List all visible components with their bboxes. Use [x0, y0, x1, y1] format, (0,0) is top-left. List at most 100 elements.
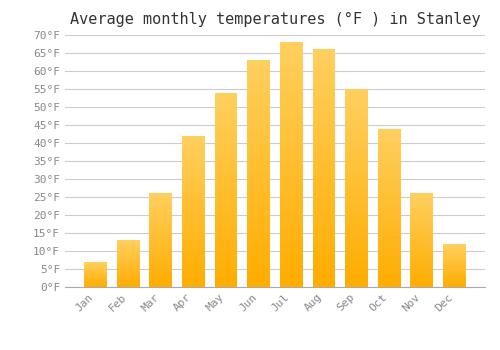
Bar	[150, 278, 172, 280]
Bar	[345, 176, 368, 180]
Bar	[84, 284, 107, 285]
Bar	[116, 244, 140, 245]
Bar	[150, 194, 172, 287]
Bar	[182, 217, 205, 220]
Bar	[248, 155, 270, 160]
Bar	[345, 232, 368, 236]
Bar	[248, 88, 270, 92]
Bar	[280, 62, 302, 67]
Bar	[378, 179, 400, 182]
Bar	[410, 240, 434, 242]
Bar	[214, 170, 238, 174]
Bar	[150, 253, 172, 255]
Bar	[214, 283, 238, 287]
Bar	[345, 136, 368, 140]
Bar	[443, 254, 466, 255]
Bar	[182, 251, 205, 254]
Bar	[84, 282, 107, 283]
Bar	[214, 272, 238, 275]
Bar	[280, 57, 302, 62]
Bar	[248, 260, 270, 264]
Bar	[214, 128, 238, 132]
Bar	[248, 196, 270, 201]
Bar	[214, 174, 238, 178]
Bar	[116, 256, 140, 257]
Bar	[443, 274, 466, 275]
Bar	[150, 227, 172, 229]
Bar	[443, 266, 466, 267]
Bar	[312, 225, 336, 230]
Bar	[182, 190, 205, 193]
Bar	[378, 217, 400, 220]
Bar	[410, 222, 434, 223]
Bar	[182, 248, 205, 251]
Bar	[84, 274, 107, 275]
Bar	[116, 248, 140, 250]
Bar	[84, 286, 107, 287]
Bar	[116, 267, 140, 268]
Bar	[280, 179, 302, 184]
Bar	[214, 139, 238, 143]
Bar	[280, 81, 302, 86]
Bar	[280, 204, 302, 209]
Bar	[378, 255, 400, 259]
Bar	[443, 281, 466, 282]
Bar	[280, 145, 302, 150]
Bar	[84, 279, 107, 280]
Bar	[443, 284, 466, 285]
Bar	[378, 145, 400, 148]
Bar	[248, 169, 270, 174]
Bar	[182, 193, 205, 196]
Bar	[150, 208, 172, 210]
Bar	[248, 251, 270, 255]
Bar	[116, 262, 140, 264]
Bar	[312, 202, 336, 206]
Bar	[248, 160, 270, 164]
Bar	[410, 238, 434, 240]
Bar	[378, 128, 400, 132]
Bar	[214, 159, 238, 163]
Bar	[280, 76, 302, 81]
Bar	[84, 269, 107, 270]
Bar	[345, 267, 368, 271]
Bar	[150, 250, 172, 251]
Bar	[312, 140, 336, 145]
Bar	[443, 270, 466, 271]
Bar	[410, 262, 434, 265]
Bar	[378, 192, 400, 195]
Bar	[182, 172, 205, 175]
Bar	[182, 205, 205, 208]
Bar	[312, 106, 336, 111]
Bar	[214, 93, 238, 97]
Bar	[150, 234, 172, 237]
Bar	[214, 124, 238, 128]
Bar	[116, 250, 140, 251]
Bar	[312, 159, 336, 163]
Bar	[182, 220, 205, 224]
Bar	[410, 197, 434, 199]
Bar	[378, 262, 400, 265]
Bar	[443, 286, 466, 287]
Bar	[378, 230, 400, 233]
Bar	[150, 223, 172, 225]
Bar	[280, 42, 302, 47]
Bar	[345, 180, 368, 184]
Bar	[312, 263, 336, 268]
Bar	[345, 109, 368, 113]
Bar	[248, 106, 270, 110]
Bar	[345, 117, 368, 121]
Bar	[345, 275, 368, 279]
Bar	[410, 261, 434, 262]
Bar	[182, 163, 205, 166]
Bar	[345, 212, 368, 216]
Bar	[312, 149, 336, 154]
Bar	[182, 257, 205, 260]
Bar	[214, 190, 238, 194]
Bar	[410, 218, 434, 219]
Bar	[116, 274, 140, 275]
Bar	[443, 280, 466, 281]
Bar	[410, 278, 434, 280]
Bar	[312, 282, 336, 287]
Bar	[410, 233, 434, 234]
Bar	[150, 280, 172, 281]
